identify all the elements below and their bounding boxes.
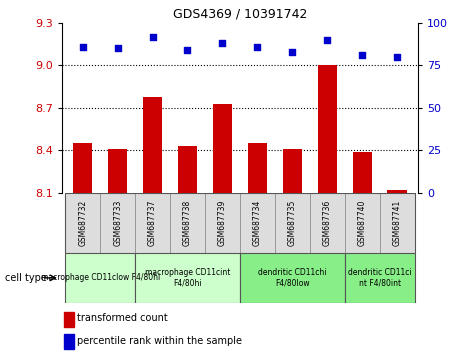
Text: GSM687739: GSM687739	[218, 200, 227, 246]
Text: GSM687732: GSM687732	[78, 200, 87, 246]
Bar	[283, 149, 302, 193]
Text: GSM687735: GSM687735	[288, 200, 297, 246]
Text: GSM687737: GSM687737	[148, 200, 157, 246]
Text: GSM687738: GSM687738	[183, 200, 192, 246]
Bar	[73, 143, 92, 193]
Text: percentile rank within the sample: percentile rank within the sample	[77, 336, 242, 346]
Text: dendritic CD11chi
F4/80low: dendritic CD11chi F4/80low	[258, 268, 326, 287]
Text: transformed count: transformed count	[77, 313, 168, 323]
Bar	[178, 146, 197, 193]
Text: GSM687741: GSM687741	[392, 200, 401, 246]
Title: GDS4369 / 10391742: GDS4369 / 10391742	[173, 7, 307, 21]
Text: dendritic CD11ci
nt F4/80int: dendritic CD11ci nt F4/80int	[348, 268, 411, 287]
Bar	[213, 104, 232, 193]
Bar	[248, 143, 267, 193]
Bar	[310, 193, 345, 253]
Bar	[318, 65, 337, 193]
Bar	[64, 334, 74, 349]
Text: GSM687734: GSM687734	[253, 200, 262, 246]
Point	[114, 46, 122, 51]
Point	[393, 54, 401, 60]
Bar	[108, 149, 127, 193]
Text: GSM687733: GSM687733	[113, 200, 122, 246]
Bar	[64, 312, 74, 327]
Text: cell type: cell type	[5, 273, 47, 283]
Point	[254, 44, 261, 50]
Bar	[170, 193, 205, 253]
Point	[323, 37, 331, 43]
Point	[149, 34, 156, 39]
Point	[184, 47, 191, 53]
Bar	[380, 193, 415, 253]
Text: GSM687736: GSM687736	[323, 200, 332, 246]
Bar	[275, 193, 310, 253]
Bar	[65, 193, 100, 253]
Bar	[388, 190, 407, 193]
Point	[79, 44, 86, 50]
Text: GSM687740: GSM687740	[358, 200, 367, 246]
Bar	[240, 253, 345, 303]
Bar	[240, 193, 275, 253]
Bar	[135, 253, 240, 303]
Bar	[345, 253, 415, 303]
Text: macrophage CD11cint
F4/80hi: macrophage CD11cint F4/80hi	[145, 268, 230, 287]
Bar	[135, 193, 170, 253]
Bar	[352, 152, 372, 193]
Bar	[65, 253, 135, 303]
Point	[218, 41, 226, 46]
Point	[288, 49, 296, 55]
Text: macrophage CD11clow F4/80hi: macrophage CD11clow F4/80hi	[40, 273, 160, 282]
Bar	[345, 193, 380, 253]
Bar	[205, 193, 240, 253]
Point	[358, 52, 366, 58]
Bar	[100, 193, 135, 253]
Bar	[143, 97, 162, 193]
